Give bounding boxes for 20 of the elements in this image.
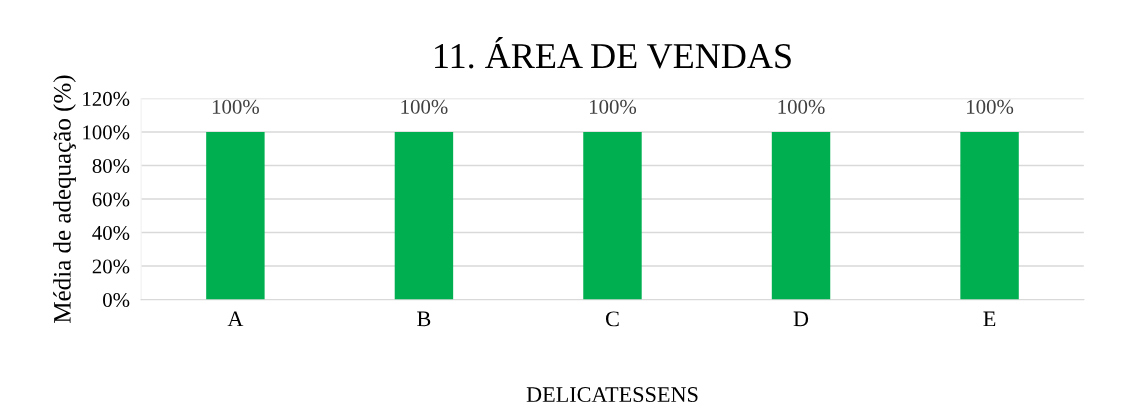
y-tick-label: 0% (103, 292, 130, 308)
x-tick-label: A (227, 311, 244, 327)
y-tick-label: 80% (92, 158, 130, 174)
x-tick-label: D (793, 311, 809, 327)
x-tick-label: B (417, 311, 431, 327)
y-tick-label: 40% (92, 225, 130, 241)
data-label: 100% (967, 99, 1014, 114)
x-tick-label: E (983, 311, 996, 327)
y-tick-label: 20% (92, 259, 130, 274)
x-tick-label: C (605, 311, 619, 327)
y-tick-label: 100% (83, 125, 130, 140)
data-label: 100% (590, 99, 637, 114)
y-tick-label: 120% (83, 91, 130, 106)
data-label: 100% (212, 99, 259, 114)
data-label: 100% (778, 99, 825, 114)
y-axis-title: Média de adequação (%) (53, 75, 76, 323)
chart-title: 11. ÁREA DE VENDAS (435, 37, 791, 69)
y-tick-label: 60% (92, 192, 130, 207)
data-label: 100% (401, 99, 448, 114)
x-axis-title: DELICATESSENS (526, 387, 698, 403)
